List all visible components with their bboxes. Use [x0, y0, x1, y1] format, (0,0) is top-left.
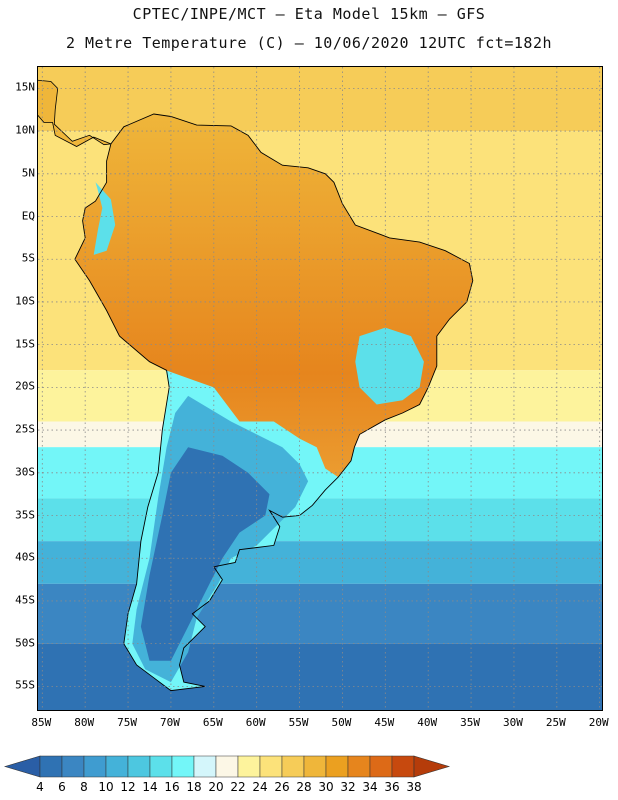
lat-tick-label: 25S — [15, 422, 35, 436]
colorbar-tick-label: 8 — [80, 780, 88, 794]
colorbar-tick-label: 24 — [252, 780, 268, 794]
colorbar-swatch — [237, 755, 261, 778]
colorbar-tick-label: 16 — [164, 780, 180, 794]
lon-tick-label: 60W — [245, 716, 266, 729]
lat-tick-label: 35S — [15, 508, 35, 521]
ocean-band — [38, 643, 602, 710]
colorbar-tick-label: 38 — [406, 780, 422, 794]
lon-tick-label: 20W — [588, 716, 609, 729]
colorbar-tick-label: 28 — [296, 780, 312, 794]
lat-tick-label: 15N — [15, 80, 35, 94]
lat-tick-label: EQ — [21, 209, 35, 222]
lon-tick-label: 55W — [288, 716, 309, 729]
colorbar-swatch — [105, 755, 129, 778]
colorbar-swatch — [391, 755, 415, 778]
cold-region — [93, 182, 116, 255]
ocean-band — [38, 498, 602, 542]
lat-tick-label: 20S — [15, 379, 35, 393]
lon-tick-label: 25W — [545, 716, 566, 729]
colorbar-tick-label: 6 — [58, 780, 66, 794]
lat-tick-label: 40S — [15, 550, 35, 564]
lon-tick-label: 35W — [460, 716, 480, 729]
lon-tick-label: 40W — [417, 716, 438, 729]
cold-region — [355, 327, 424, 405]
colorbar-swatch — [281, 755, 305, 778]
lat-tick-label: 55S — [15, 678, 35, 692]
lon-tick-label: 85W — [31, 716, 52, 729]
colorbar-swatch — [171, 755, 195, 778]
temperature-map — [38, 67, 602, 710]
lon-tick-label: 75W — [117, 716, 137, 729]
colorbar-swatch — [347, 755, 371, 778]
colorbar-swatch — [39, 755, 63, 778]
map-title: CPTEC/INPE/MCT – Eta Model 15km – GFS — [132, 5, 486, 23]
colorbar-swatch — [83, 755, 107, 778]
lat-tick-label: 5N — [21, 166, 35, 180]
colorbar-tick-label: 30 — [318, 780, 334, 794]
colorbar-tick-label: 14 — [142, 780, 158, 794]
lat-tick-label: 10S — [15, 294, 35, 308]
lat-tick-label: 50S — [15, 636, 35, 650]
colorbar-swatch — [193, 755, 217, 778]
colorbar-swatch — [149, 755, 173, 778]
colorbar-swatch — [259, 755, 283, 778]
map-subtitle: 2 Metre Temperature (C) – 10/06/2020 12U… — [65, 34, 553, 52]
ocean-band — [38, 541, 602, 584]
cold-region — [140, 447, 270, 661]
colorbar-swatch — [303, 755, 327, 778]
lon-tick-label: 50W — [331, 716, 352, 729]
colorbar-tick-label: 4 — [36, 780, 44, 794]
colorbar-tick-label: 10 — [98, 780, 114, 794]
colorbar-tick-label: 32 — [340, 780, 356, 794]
colorbar-left-arrow — [3, 755, 41, 778]
lon-tick-label: 45W — [374, 716, 395, 729]
ocean-band — [38, 583, 602, 644]
lon-tick-label: 70W — [159, 716, 180, 729]
colorbar-tick-label: 26 — [274, 780, 290, 794]
colorbar-right-arrow — [413, 755, 451, 778]
colorbar-swatch — [127, 755, 151, 778]
colorbar-tick-label: 34 — [362, 780, 378, 794]
colorbar-tick-label: 18 — [186, 780, 202, 794]
colorbar — [3, 755, 451, 778]
colorbar-swatch — [369, 755, 393, 778]
lat-tick-label: 45S — [15, 593, 35, 607]
lat-tick-label: 10N — [15, 123, 35, 137]
colorbar-swatch — [325, 755, 349, 778]
colorbar-tick-label: 36 — [384, 780, 400, 794]
colorbar-tick-label: 20 — [208, 780, 224, 794]
colorbar-swatch — [61, 755, 85, 778]
ocean-band — [38, 67, 602, 132]
lon-tick-label: 80W — [74, 716, 95, 729]
lon-tick-label: 65W — [202, 716, 223, 729]
map-panel — [37, 66, 603, 711]
colorbar-tick-label: 22 — [230, 780, 246, 794]
lat-tick-label: 5S — [21, 251, 35, 265]
coastline — [74, 113, 474, 692]
lat-tick-label: 15S — [15, 337, 35, 351]
colorbar-tick-label: 12 — [120, 780, 136, 794]
colorbar-swatch — [215, 755, 239, 778]
lat-tick-label: 30S — [15, 465, 35, 479]
lon-tick-label: 30W — [503, 716, 523, 729]
